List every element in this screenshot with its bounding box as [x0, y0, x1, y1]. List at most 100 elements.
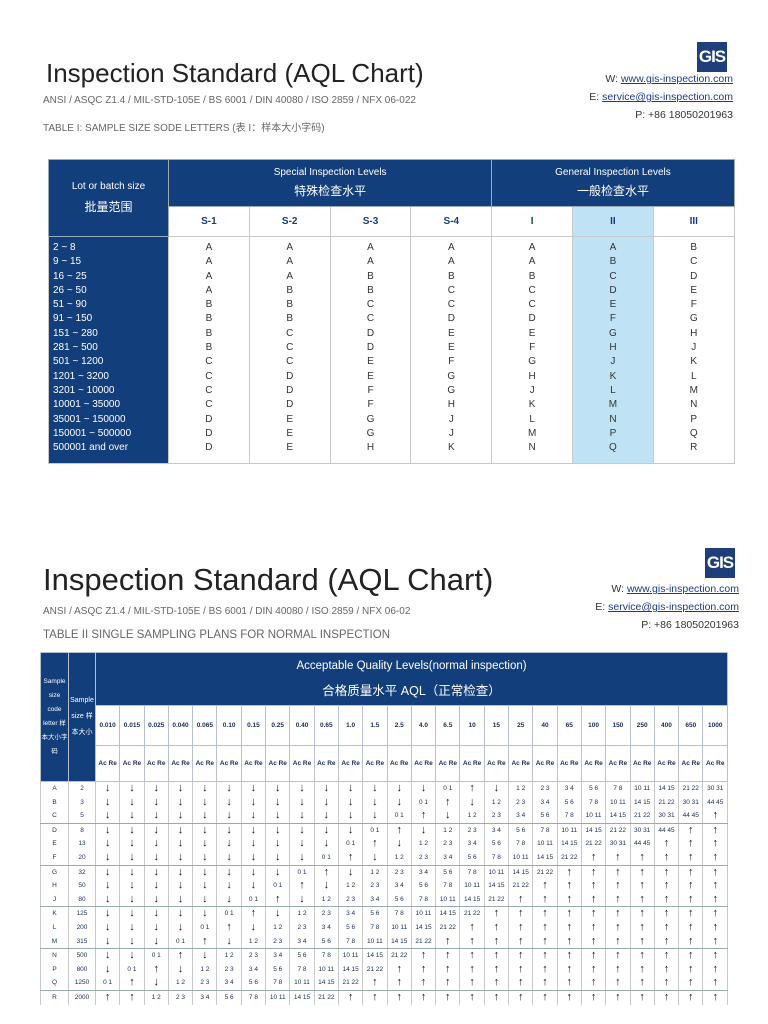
ac-re-cell: ↓: [143, 879, 169, 893]
level-header: S-2: [248, 206, 331, 237]
code-letter: L: [572, 383, 654, 399]
ac-re-cell: ↓: [337, 795, 364, 810]
ac-re-cell: ↓: [167, 879, 194, 893]
ac-re-cell: 21 22: [337, 976, 364, 991]
ac-re-cell: 5 6: [362, 906, 388, 921]
code-letter: A: [248, 269, 331, 284]
code-letter: C: [168, 383, 250, 399]
ac-re-cell: ↑: [678, 934, 704, 950]
table-row: 151 ~ 280 B C D E E G H: [48, 326, 735, 342]
ac-re-cell: ↑: [653, 976, 680, 991]
code-letter: J: [40, 892, 69, 908]
code-letter: K: [572, 369, 654, 384]
ac-re-cell: 30 31: [605, 837, 631, 851]
ac-re-cell: ↓: [143, 850, 169, 866]
ac-re-cell: 10 11: [556, 823, 582, 838]
ac-re-cell: ↑: [580, 906, 607, 921]
code-letter: B: [652, 236, 735, 256]
level-header: S-4: [410, 206, 493, 237]
ac-re-cell: ↑: [678, 865, 704, 880]
sample-size: 125: [68, 906, 96, 921]
pad-cell: [572, 455, 654, 465]
ac-re-cell: ↑: [702, 948, 729, 963]
table-row: 91 ~ 150 B B C D D F G: [48, 312, 735, 327]
ac-re-cell: ↑: [702, 823, 729, 838]
code-letter: P: [572, 426, 654, 442]
ac-re-cell: 2 3: [289, 920, 315, 935]
ac-re-cell: ↑: [580, 948, 607, 963]
ac-re-cell: ↑: [556, 948, 582, 963]
ac-re-cell: ↓: [192, 809, 218, 824]
ac-re-cell: 2 3: [362, 879, 388, 893]
pad-cell: [329, 455, 412, 465]
special-header-cn: 特殊检查水平: [294, 184, 367, 198]
ac-re-cell: 1 2: [265, 920, 291, 935]
ac-re-cell: 2 3: [410, 850, 437, 866]
ac-re-cell: ↓: [337, 823, 364, 838]
ac-re-cell: 0 1: [337, 837, 364, 851]
code-letter: B: [572, 255, 654, 270]
code-letter: Q: [40, 976, 69, 991]
ac-re-cell: ↑: [483, 948, 510, 963]
ac-re-cell: ↓: [362, 850, 388, 866]
ac-re-cell: 2 3: [459, 823, 485, 838]
code-header: Sample size code letter 样本大小字码: [40, 652, 69, 782]
aql-level: 0.010: [94, 705, 121, 746]
ac-re-cell: ↓: [167, 892, 194, 908]
ac-re-cell: ↓: [167, 781, 194, 796]
ac-re-cell: 7 8: [605, 781, 631, 796]
code-letter: E: [491, 326, 574, 342]
ac-re-cell: ↑: [556, 892, 582, 908]
ac-re-cell: ↑: [556, 976, 582, 991]
code-letter: H: [652, 326, 735, 342]
sample-size: 3: [68, 795, 96, 810]
ac-re-cell: 0 1: [313, 850, 339, 866]
code-letter: C: [248, 341, 331, 356]
table-row: 3201 ~ 10000 C D F G J L M: [48, 383, 735, 399]
code-letter: D: [248, 398, 331, 413]
ac-re-cell: ↓: [167, 823, 194, 838]
special-header: Special Inspection Levels 特殊检查水平: [167, 159, 493, 207]
pad-cell: [652, 455, 735, 465]
ac-re-label: Ac Re: [143, 745, 169, 782]
ac-re-cell: ↓: [216, 892, 242, 908]
web-link[interactable]: www.gis-inspection.com: [620, 73, 733, 85]
code-letter: Q: [572, 441, 654, 456]
ac-re-cell: ↑: [678, 850, 704, 866]
ac-re-cell: ↓: [410, 823, 437, 838]
ac-re-cell: ↑: [678, 920, 704, 935]
ac-re-cell: 0 1: [362, 823, 388, 838]
ac-re-cell: 2 3: [192, 976, 218, 991]
ac-re-cell: 10 11: [435, 892, 461, 908]
ac-re-cell: 7 8: [532, 823, 558, 838]
code-letter: E: [329, 369, 412, 384]
ac-re-cell: ↓: [119, 781, 145, 796]
ac-re-cell: ↓: [435, 809, 461, 824]
aql-level: 1000: [702, 705, 729, 746]
ac-re-cell: 1 2: [435, 823, 461, 838]
ac-re-cell: ↓: [362, 781, 388, 796]
web-link[interactable]: www.gis-inspection.com: [626, 583, 739, 595]
ac-re-cell: 2 3: [337, 892, 364, 908]
ac-re-cell: ↑: [532, 879, 558, 893]
level-header: II: [572, 206, 654, 237]
email-link[interactable]: service@gis-inspection.com: [608, 601, 739, 613]
ac-re-cell: ↓: [313, 879, 339, 893]
ac-re-cell: 2 3: [386, 865, 412, 880]
ac-re-cell: ↑: [483, 934, 510, 950]
email-link[interactable]: service@gis-inspection.com: [602, 91, 733, 103]
ac-re-cell: ↑: [435, 795, 461, 810]
sample-size: 2000: [68, 990, 96, 1005]
aql-level: 0.040: [167, 705, 194, 746]
ac-re-cell: ↑: [702, 865, 729, 880]
ac-re-cell: 1 2: [337, 879, 364, 893]
level-header: III: [652, 206, 735, 237]
ac-re-cell: 0 1: [386, 809, 412, 824]
code-letter: E: [248, 426, 331, 442]
ac-re-label: Ac Re: [337, 745, 364, 782]
code-letter: A: [168, 283, 250, 299]
code-letter: D: [329, 326, 412, 342]
ac-re-cell: ↑: [678, 962, 704, 977]
